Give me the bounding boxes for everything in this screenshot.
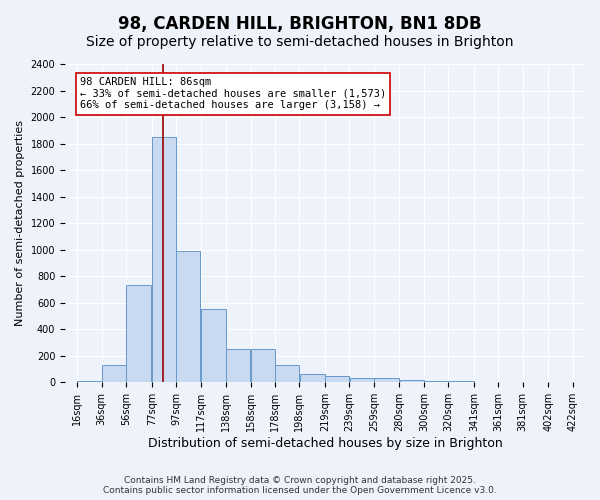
X-axis label: Distribution of semi-detached houses by size in Brighton: Distribution of semi-detached houses by … [148, 437, 502, 450]
Bar [400, 380, 424, 382]
Text: Contains HM Land Registry data © Crown copyright and database right 2025.
Contai: Contains HM Land Registry data © Crown c… [103, 476, 497, 495]
Text: 98 CARDEN HILL: 86sqm
← 33% of semi-detached houses are smaller (1,573)
66% of s: 98 CARDEN HILL: 86sqm ← 33% of semi-deta… [80, 78, 386, 110]
Bar [299, 374, 325, 382]
Bar [374, 378, 399, 382]
Text: Size of property relative to semi-detached houses in Brighton: Size of property relative to semi-detach… [86, 35, 514, 49]
Bar [152, 137, 176, 382]
Bar [251, 349, 275, 382]
Bar [275, 365, 299, 382]
Bar [176, 251, 200, 382]
Bar [449, 381, 473, 382]
Text: 98, CARDEN HILL, BRIGHTON, BN1 8DB: 98, CARDEN HILL, BRIGHTON, BN1 8DB [118, 15, 482, 33]
Bar [127, 285, 151, 382]
Bar [325, 376, 349, 382]
Bar [424, 381, 448, 382]
Bar [226, 349, 250, 382]
Bar [77, 381, 101, 382]
Y-axis label: Number of semi-detached properties: Number of semi-detached properties [15, 120, 25, 326]
Bar [350, 378, 374, 382]
Bar [102, 365, 126, 382]
Bar [201, 310, 226, 382]
